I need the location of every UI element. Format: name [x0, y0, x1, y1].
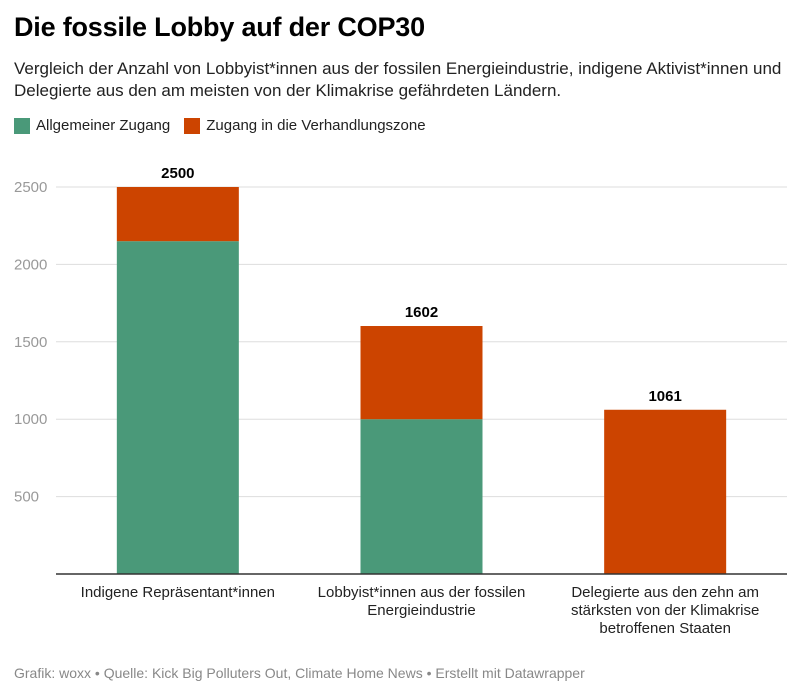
- legend-item-negotiation: Zugang in die Verhandlungszone: [184, 117, 426, 134]
- legend-swatch-negotiation: [184, 117, 201, 134]
- legend: Allgemeiner Zugang Zugang in die Verhand…: [14, 117, 426, 134]
- x-category-label: stärksten von der Klimakrise: [571, 602, 759, 619]
- bar-total-label: 1061: [648, 388, 681, 405]
- bar-segment-negotiation: [116, 187, 239, 242]
- chart-title: Die fossile Lobby auf der COP30: [14, 12, 425, 42]
- bar-total-label: 1602: [405, 304, 438, 321]
- y-tick-label: 2500: [14, 179, 47, 196]
- x-category-label: Indigene Repräsentant*innen: [81, 584, 275, 601]
- bar-segment-general: [116, 241, 239, 574]
- legend-label-general: Allgemeiner Zugang: [36, 117, 171, 134]
- y-tick-label: 1000: [14, 411, 47, 428]
- x-category-label: Delegierte aus den zehn am: [571, 584, 759, 601]
- bar-total-label: 2500: [161, 165, 194, 182]
- chart-subtitle: Vergleich der Anzahl von Lobbyist*innen …: [14, 59, 782, 100]
- bar-segment-negotiation: [360, 326, 483, 420]
- legend-label-negotiation: Zugang in die Verhandlungszone: [206, 117, 426, 134]
- stacked-bar-chart: 500 1000 1500 2000 2500 2500 Indigene Repräsen…: [14, 165, 787, 637]
- legend-item-general: Allgemeiner Zugang: [14, 117, 170, 134]
- x-category-label: Energieindustrie: [367, 602, 475, 619]
- bar-segment-general: [360, 419, 483, 574]
- legend-swatch-general: [14, 117, 30, 134]
- x-category-label: Lobbyist*innen aus der fossilen: [318, 584, 526, 601]
- footer-source: Grafik: woxx • Quelle: Kick Big Polluter…: [14, 665, 585, 681]
- bar-segment-negotiation: [604, 409, 727, 574]
- x-category-label: betroffenen Staaten: [599, 620, 731, 637]
- y-tick-label: 2000: [14, 256, 47, 273]
- y-tick-label: 500: [14, 489, 39, 506]
- y-tick-label: 1500: [14, 334, 47, 351]
